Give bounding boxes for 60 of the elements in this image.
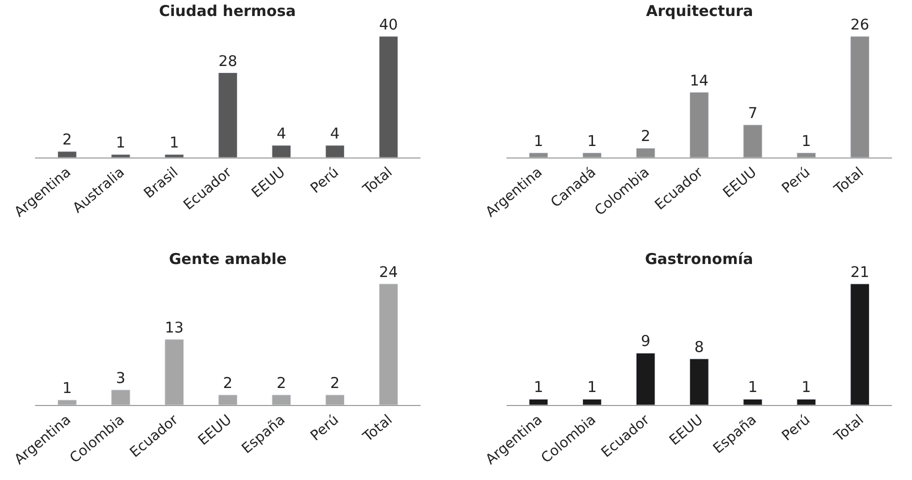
data-label: 1 bbox=[116, 133, 126, 152]
bar bbox=[58, 151, 77, 158]
data-label: 14 bbox=[690, 72, 709, 90]
data-label: 40 bbox=[379, 16, 398, 34]
data-label: 28 bbox=[218, 52, 238, 70]
bar bbox=[796, 398, 816, 405]
bar bbox=[850, 36, 870, 158]
bar bbox=[378, 284, 398, 405]
data-label: 1 bbox=[802, 378, 812, 396]
bar bbox=[690, 358, 709, 405]
data-label: 1 bbox=[534, 132, 544, 150]
bar bbox=[164, 339, 184, 405]
bar bbox=[58, 400, 77, 405]
bar bbox=[111, 390, 130, 405]
bar bbox=[690, 92, 709, 158]
data-label: 26 bbox=[850, 16, 870, 34]
data-label: 4 bbox=[276, 124, 286, 142]
data-label: 8 bbox=[694, 338, 704, 356]
bar bbox=[272, 394, 292, 405]
data-label: 21 bbox=[850, 264, 870, 281]
bar bbox=[218, 72, 238, 158]
bar bbox=[378, 36, 398, 158]
bar bbox=[528, 152, 548, 158]
bar bbox=[743, 398, 762, 405]
data-label: 7 bbox=[748, 104, 758, 122]
chart-title: Gastronomía bbox=[645, 250, 754, 268]
bar bbox=[636, 352, 656, 405]
data-label: 13 bbox=[164, 319, 184, 336]
data-label: 9 bbox=[640, 332, 650, 350]
data-label: 4 bbox=[330, 124, 340, 142]
bar bbox=[325, 394, 345, 405]
chart-title: Ciudad hermosa bbox=[159, 2, 296, 20]
chart-title: Gente amable bbox=[169, 250, 287, 268]
bar bbox=[111, 154, 130, 158]
data-label: 2 bbox=[62, 130, 72, 148]
data-label: 1 bbox=[748, 378, 758, 396]
bar bbox=[272, 145, 292, 158]
bar bbox=[636, 148, 656, 158]
bar bbox=[218, 394, 238, 405]
data-label: 1 bbox=[62, 378, 72, 397]
data-label: 3 bbox=[116, 368, 126, 387]
bar bbox=[325, 145, 345, 158]
data-label: 24 bbox=[379, 264, 398, 281]
data-label: 2 bbox=[640, 127, 650, 146]
data-label: 1 bbox=[169, 133, 180, 152]
bar bbox=[528, 398, 548, 405]
bar bbox=[743, 124, 762, 158]
bar bbox=[164, 154, 184, 158]
data-label: 2 bbox=[276, 374, 286, 392]
bar bbox=[582, 152, 602, 158]
bar bbox=[850, 284, 870, 405]
chart-title: Arquitectura bbox=[646, 2, 754, 20]
data-label: 1 bbox=[534, 378, 544, 396]
bar bbox=[796, 152, 816, 158]
bar bbox=[582, 398, 602, 405]
data-label: 2 bbox=[330, 374, 340, 392]
data-label: 1 bbox=[587, 378, 597, 396]
data-label: 1 bbox=[802, 132, 812, 150]
data-label: 1 bbox=[587, 132, 597, 150]
data-label: 2 bbox=[223, 374, 233, 392]
